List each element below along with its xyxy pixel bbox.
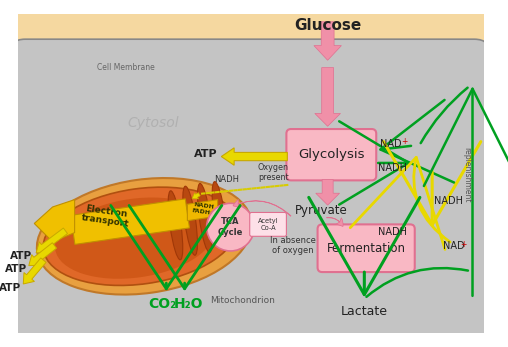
- FancyBboxPatch shape: [287, 129, 376, 180]
- Circle shape: [207, 203, 255, 251]
- FancyArrow shape: [71, 199, 189, 244]
- Ellipse shape: [168, 191, 183, 260]
- Polygon shape: [34, 200, 75, 242]
- Text: NAD: NAD: [380, 139, 401, 149]
- FancyArrow shape: [36, 228, 68, 253]
- Text: ATP: ATP: [5, 264, 27, 274]
- FancyArrowPatch shape: [327, 217, 343, 227]
- Text: Lactate: Lactate: [341, 305, 388, 318]
- Text: Glycolysis: Glycolysis: [298, 148, 365, 161]
- FancyArrow shape: [221, 148, 288, 165]
- Text: ATP: ATP: [10, 252, 33, 262]
- FancyBboxPatch shape: [9, 39, 491, 340]
- Polygon shape: [187, 200, 217, 221]
- FancyBboxPatch shape: [318, 225, 415, 272]
- FancyArrow shape: [29, 243, 56, 266]
- Ellipse shape: [198, 184, 212, 253]
- Ellipse shape: [37, 178, 252, 295]
- Text: Glucose: Glucose: [294, 18, 361, 33]
- Text: NADH: NADH: [378, 163, 407, 174]
- Text: Cytosol: Cytosol: [128, 116, 179, 130]
- Text: NADH: NADH: [214, 175, 239, 184]
- Ellipse shape: [55, 197, 215, 279]
- FancyArrow shape: [316, 179, 339, 205]
- FancyArrow shape: [23, 258, 46, 284]
- Text: Fermentation: Fermentation: [327, 242, 406, 255]
- Text: ATP: ATP: [194, 149, 217, 159]
- Text: replenishment: replenishment: [462, 147, 471, 203]
- Text: NADH
FADH₂: NADH FADH₂: [192, 202, 214, 215]
- Text: +: +: [461, 240, 467, 249]
- Text: ATP: ATP: [0, 283, 21, 293]
- Text: Oxygen
present: Oxygen present: [258, 163, 289, 182]
- Text: H₂O: H₂O: [174, 297, 203, 311]
- Text: NADH: NADH: [434, 196, 463, 206]
- FancyArrow shape: [315, 68, 340, 126]
- Text: TCA
Cycle: TCA Cycle: [218, 218, 243, 237]
- Ellipse shape: [183, 186, 198, 255]
- FancyBboxPatch shape: [250, 212, 287, 236]
- Ellipse shape: [212, 181, 227, 251]
- FancyArrow shape: [192, 193, 200, 199]
- Text: NAD: NAD: [443, 242, 465, 251]
- Text: Acetyl
Co-A: Acetyl Co-A: [258, 218, 278, 231]
- Text: CO₂: CO₂: [148, 297, 177, 311]
- Text: Cell Membrane: Cell Membrane: [97, 63, 155, 72]
- FancyArrowPatch shape: [233, 200, 291, 216]
- Text: Mitochondrion: Mitochondrion: [210, 296, 275, 305]
- Text: +: +: [401, 137, 407, 146]
- Text: In absence
of oxygen: In absence of oxygen: [270, 236, 316, 255]
- Text: NADH: NADH: [378, 227, 407, 237]
- Ellipse shape: [43, 187, 238, 286]
- Text: Electron
transport: Electron transport: [81, 203, 131, 229]
- Text: Pyruvate: Pyruvate: [295, 204, 347, 217]
- FancyArrow shape: [314, 22, 341, 60]
